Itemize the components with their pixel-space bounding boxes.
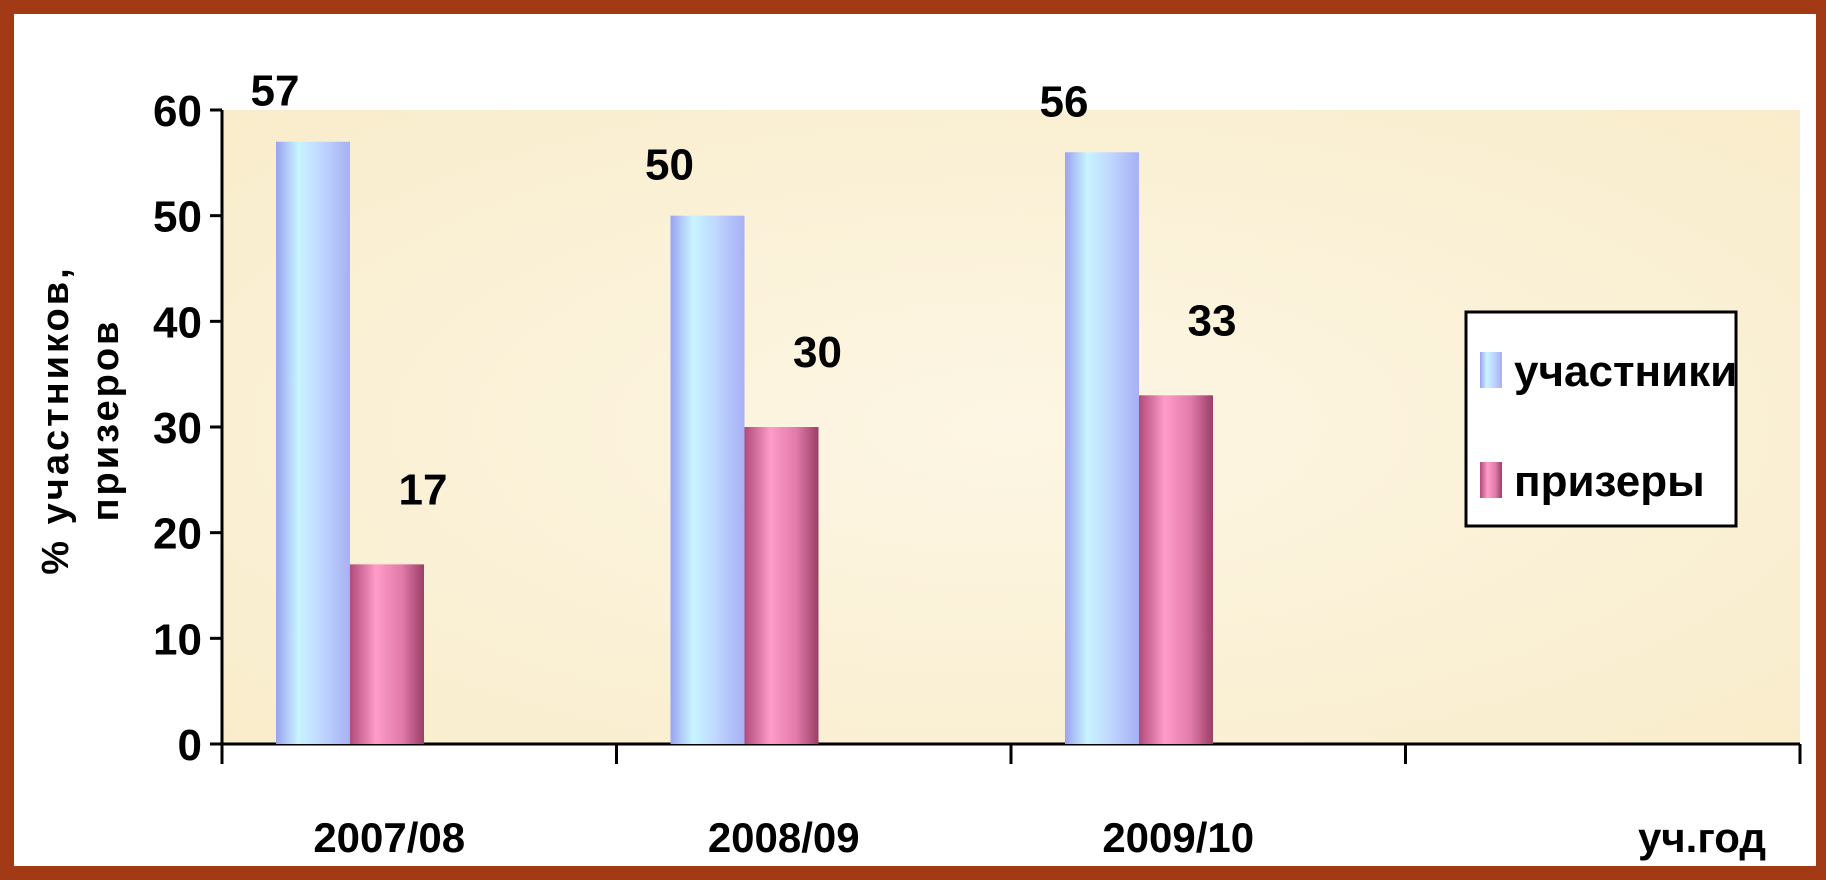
- y-tick-label: 60: [153, 87, 202, 136]
- legend-box: [1464, 310, 1738, 528]
- data-labels: 57 17 50 30 56 33: [251, 67, 1237, 515]
- y-axis-title-line1: % участников,: [35, 265, 77, 574]
- y-tick-label: 40: [153, 298, 202, 347]
- y-tick-label: 50: [153, 193, 202, 242]
- x-category-label: 2007/08: [313, 814, 465, 861]
- data-label-participants-1: 50: [645, 141, 694, 190]
- data-label-participants-2: 56: [1040, 77, 1089, 126]
- legend: участники призеры: [1464, 310, 1738, 528]
- y-axis-title-line2: призеров: [85, 319, 127, 522]
- x-axis-title: уч.год: [1638, 814, 1766, 861]
- x-category-label: 2008/09: [708, 814, 860, 861]
- bar-winners-2: [1139, 395, 1213, 744]
- y-tick-label: 10: [153, 615, 202, 664]
- category-labels: 2007/08 2008/09 2009/10: [313, 814, 1254, 861]
- x-category-label: 2009/10: [1102, 814, 1254, 861]
- bar-participants-0: [276, 141, 350, 744]
- legend-swatch-winners: [1480, 462, 1502, 498]
- legend-swatch-participants: [1480, 352, 1502, 388]
- y-tick-label: 20: [153, 510, 202, 559]
- bar-participants-2: [1065, 152, 1139, 744]
- data-label-winners-0: 17: [399, 465, 448, 514]
- data-label-winners-1: 30: [793, 328, 842, 377]
- y-tick-label: 30: [153, 404, 202, 453]
- legend-label-winners: призеры: [1514, 457, 1705, 506]
- bar-winners-0: [350, 564, 424, 744]
- data-label-winners-2: 33: [1188, 296, 1237, 345]
- y-axis-ticks: 0 10 20 30 40 50 60: [153, 87, 222, 770]
- x-axis-ticks: [220, 744, 1802, 764]
- legend-label-participants: участники: [1514, 347, 1737, 396]
- bar-winners-1: [744, 427, 819, 744]
- data-label-participants-0: 57: [251, 67, 300, 116]
- y-tick-label: 0: [178, 721, 202, 770]
- bars: [276, 141, 1213, 744]
- bar-participants-1: [670, 215, 745, 744]
